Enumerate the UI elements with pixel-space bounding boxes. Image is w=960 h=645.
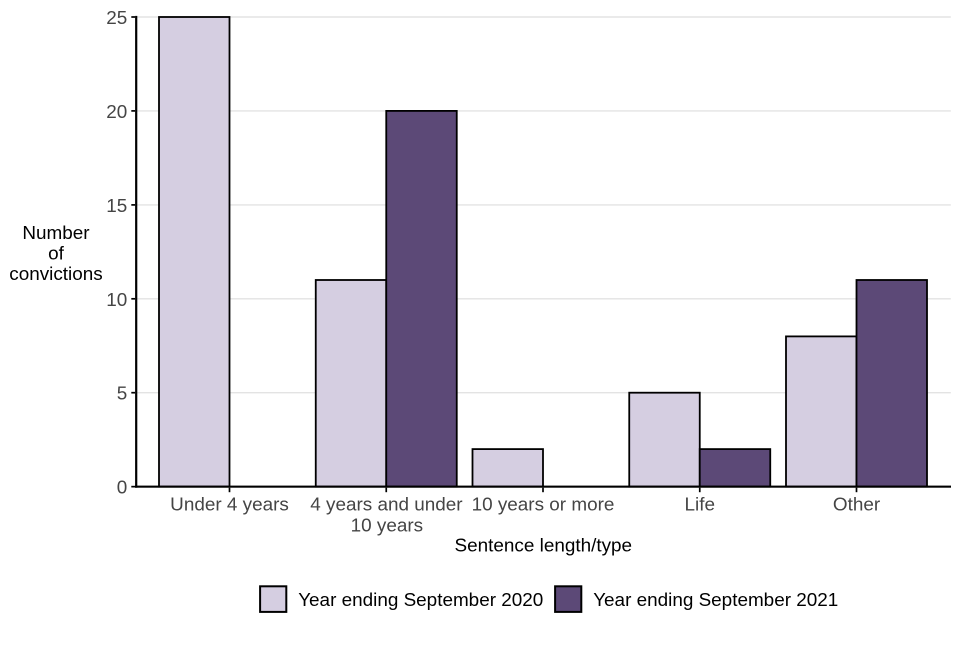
svg-text:Other: Other [833,494,880,515]
svg-text:5: 5 [117,384,128,405]
svg-text:25: 25 [106,8,127,29]
svg-text:20: 20 [106,102,127,123]
svg-text:Life: Life [685,494,715,515]
svg-text:4 years and under: 4 years and under [310,494,462,515]
svg-text:of: of [48,243,65,264]
svg-text:Sentence length/type: Sentence length/type [455,535,633,556]
svg-text:0: 0 [117,478,128,499]
svg-text:10: 10 [106,290,127,311]
svg-text:Year ending September 2020: Year ending September 2020 [298,590,543,611]
svg-text:Number: Number [22,223,89,244]
svg-text:10 years or more: 10 years or more [472,494,615,515]
svg-text:15: 15 [106,196,127,217]
svg-text:10 years: 10 years [351,515,423,536]
svg-text:convictions: convictions [9,264,102,285]
svg-text:Under 4 years: Under 4 years [170,494,289,515]
svg-text:Year ending September 2021: Year ending September 2021 [593,590,838,611]
